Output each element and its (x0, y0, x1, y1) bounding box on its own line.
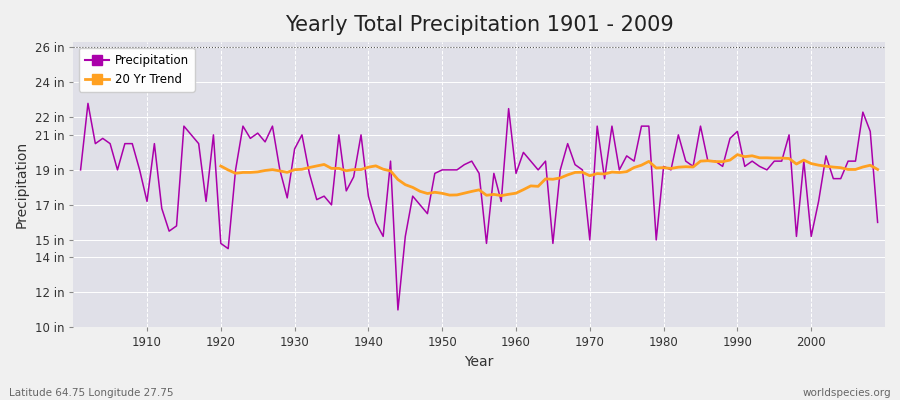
X-axis label: Year: Year (464, 355, 494, 369)
Title: Yearly Total Precipitation 1901 - 2009: Yearly Total Precipitation 1901 - 2009 (284, 15, 673, 35)
Legend: Precipitation, 20 Yr Trend: Precipitation, 20 Yr Trend (79, 48, 194, 92)
Text: worldspecies.org: worldspecies.org (803, 388, 891, 398)
Y-axis label: Precipitation: Precipitation (15, 141, 29, 228)
Text: Latitude 64.75 Longitude 27.75: Latitude 64.75 Longitude 27.75 (9, 388, 174, 398)
